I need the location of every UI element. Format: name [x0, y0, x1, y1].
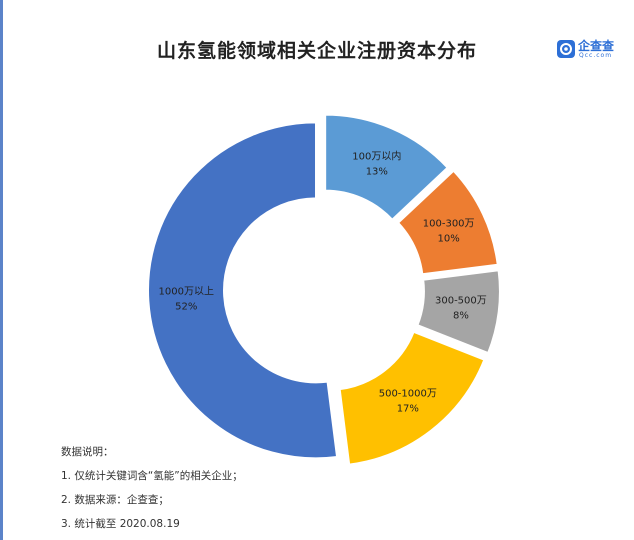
slice-category-label-1: 100万以内 [352, 149, 401, 162]
donut-slice-5 [147, 121, 339, 460]
donut-slice-3 [416, 269, 501, 355]
slice-value-label-1: 13% [366, 166, 388, 177]
qcc-logo: 企查查 Qcc.com [556, 37, 628, 65]
slice-category-label-5: 1000万以上 [159, 286, 214, 298]
slice-value-label-3: 8% [453, 311, 469, 322]
slice-category-label-3: 300-500万 [435, 296, 487, 307]
slice-value-label-4: 17% [397, 404, 419, 415]
donut-slice-2 [396, 169, 499, 276]
slice-value-label-5: 52% [175, 302, 197, 313]
logo-domain: Qcc.com [579, 52, 613, 59]
notes-item-3: 3. 统计截至 2020.08.19 [61, 518, 180, 530]
chart-title: 山东氢能领域相关企业注册资本分布 [156, 40, 477, 62]
logo-name: 企查查 [578, 39, 615, 53]
donut-slice-1 [324, 113, 450, 222]
slice-category-label-4: 500-1000万 [379, 389, 437, 400]
left-accent-rule [0, 0, 3, 540]
notes-heading: 数据说明： [61, 446, 114, 458]
donut-slice-4 [338, 330, 486, 466]
data-notes: 数据说明： 1. 仅统计关键词含“氢能”的相关企业； 2. 数据来源：企查查； … [61, 440, 243, 536]
slice-value-label-2: 10% [438, 233, 460, 244]
notes-item-1: 1. 仅统计关键词含“氢能”的相关企业； [61, 470, 243, 482]
notes-item-2: 2. 数据来源：企查查； [61, 494, 169, 506]
qcc-logo-icon [557, 40, 575, 58]
slice-category-label-2: 100-300万 [423, 218, 475, 229]
